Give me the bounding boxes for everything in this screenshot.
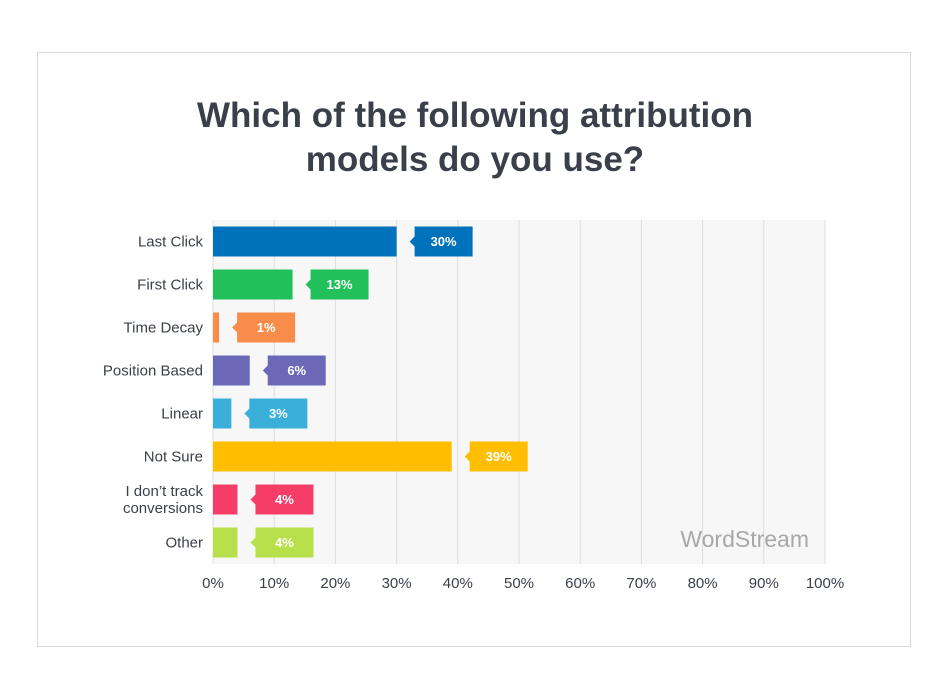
bar [213, 484, 238, 515]
y-tick-label: Linear [161, 405, 203, 422]
value-label: 13% [327, 277, 353, 292]
value-label: 39% [486, 449, 512, 464]
y-tick-label: Position Based [102, 362, 203, 379]
x-tick-label: 40% [443, 575, 473, 592]
bar [213, 527, 238, 558]
value-label: 4% [275, 492, 294, 507]
label-callout [262, 355, 326, 386]
label-callout [464, 441, 528, 472]
label-callout [250, 484, 314, 515]
y-tick-label: Last Click [137, 233, 203, 250]
label-callout [409, 226, 473, 257]
y-tick-label: Not Sure [143, 448, 203, 465]
x-tick-label: 10% [259, 575, 289, 592]
value-label: 30% [431, 234, 457, 249]
y-tick-label: First Click [137, 276, 203, 293]
chart-title: Which of the following attribution model… [196, 96, 753, 179]
card [37, 52, 911, 647]
x-tick-label: 50% [504, 575, 534, 592]
value-label: 4% [275, 535, 294, 550]
bar [213, 226, 397, 257]
value-label: 1% [257, 320, 276, 335]
x-tick-label: 80% [688, 575, 718, 592]
x-tick-label: 20% [320, 575, 350, 592]
y-tick-label: I don’t track conversions [122, 482, 203, 517]
x-tick-label: 100% [806, 575, 844, 592]
value-label: 3% [269, 406, 288, 421]
label-callout [305, 269, 369, 300]
bar [213, 398, 232, 429]
label-callout [244, 398, 308, 429]
x-tick-label: 70% [626, 575, 656, 592]
y-tick-label: Other [165, 534, 203, 551]
bar [213, 355, 250, 386]
y-tick-label: Time Decay [123, 319, 203, 336]
x-tick-label: 30% [382, 575, 412, 592]
watermark: WordStream [680, 526, 809, 552]
label-callout [232, 312, 296, 343]
label-callout [250, 527, 314, 558]
bar [213, 269, 293, 300]
value-label: 6% [287, 363, 306, 378]
bar [213, 441, 452, 472]
x-tick-label: 0% [202, 575, 224, 592]
x-tick-label: 90% [749, 575, 779, 592]
x-tick-label: 60% [565, 575, 595, 592]
bar [213, 312, 220, 343]
